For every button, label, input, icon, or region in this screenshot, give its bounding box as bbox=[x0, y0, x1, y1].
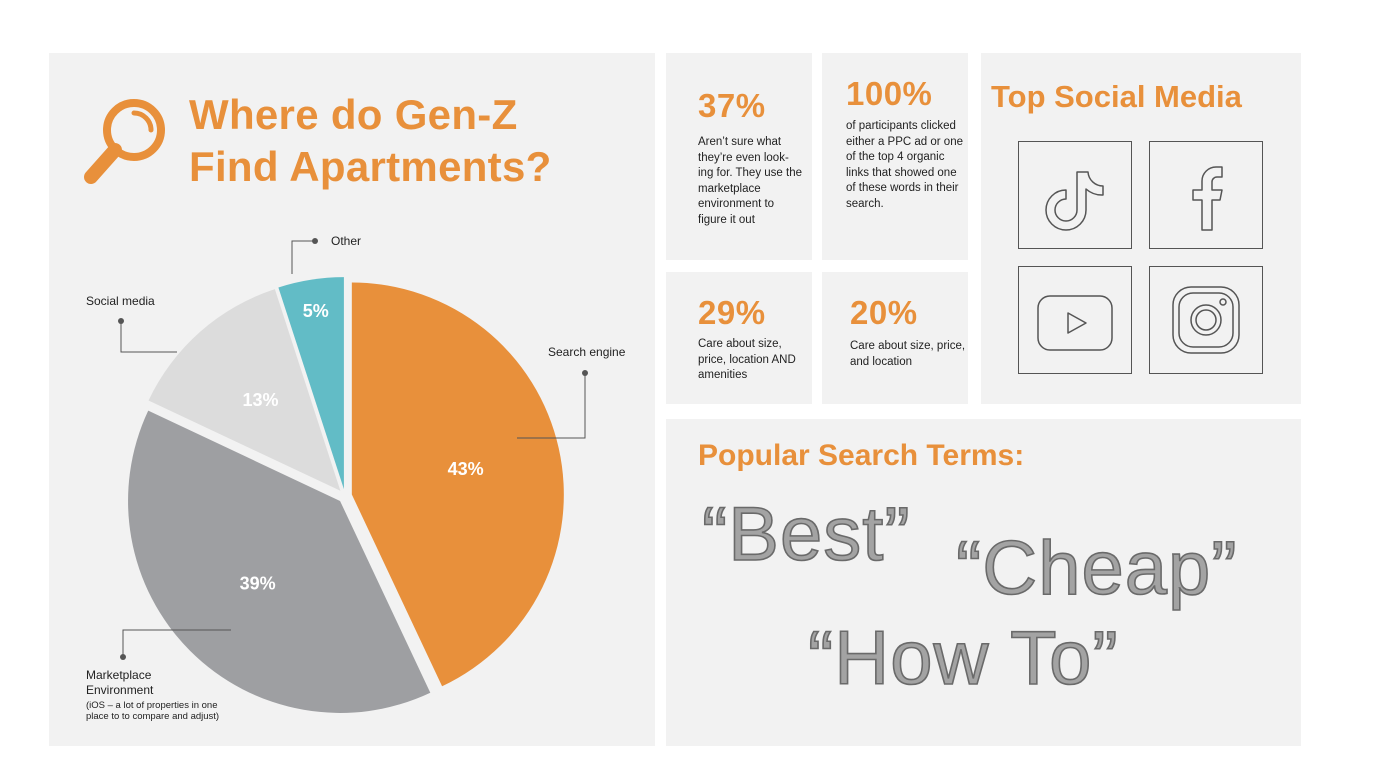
stat-value: 29% bbox=[698, 294, 766, 331]
top-social-media-panel: Top Social Media bbox=[981, 53, 1301, 404]
search-terms-title: Popular Search Terms: bbox=[698, 439, 1025, 472]
social-title: Top Social Media bbox=[991, 79, 1242, 114]
leader-line-search bbox=[517, 373, 586, 439]
stat-description: Aren’t sure what they’re even look- ing … bbox=[698, 136, 802, 226]
stat-description: Care about size, price, location AND ame… bbox=[698, 338, 796, 381]
page-title: Where do Gen-Z Find Apartments? bbox=[189, 89, 552, 193]
facebook-icon bbox=[1149, 141, 1263, 249]
legend-label-social: Social media bbox=[86, 294, 155, 308]
leader-dot bbox=[582, 370, 588, 376]
pie-slice-search-engine bbox=[351, 282, 564, 687]
pie-slice-social-media bbox=[148, 289, 341, 491]
stat-description: Care about size, price, and location bbox=[850, 340, 966, 368]
pie-label-other: 5% bbox=[303, 301, 329, 321]
stat-card-37: 37% Aren’t sure what they’re even look- … bbox=[666, 53, 812, 260]
search-term-best: “Best” bbox=[701, 491, 911, 578]
stat-value: 37% bbox=[698, 87, 766, 124]
stat-value: 100% bbox=[846, 75, 933, 112]
legend-label-market-1: Marketplace bbox=[86, 668, 152, 682]
leader-line-market bbox=[122, 629, 231, 657]
stat-description: of participants clicked either a PPC ad … bbox=[846, 120, 963, 210]
stat-card-20: 20% Care about size, price, and location bbox=[822, 272, 968, 404]
leader-line-other bbox=[291, 240, 315, 274]
youtube-icon bbox=[1018, 266, 1132, 374]
search-term-how-to: “How To” bbox=[807, 615, 1119, 702]
pie-label-social-media: 13% bbox=[242, 390, 278, 410]
leader-line-social bbox=[120, 321, 177, 353]
stat-card-100: 100% of participants clicked either a PP… bbox=[822, 53, 968, 260]
pie-label-search-engine: 43% bbox=[448, 459, 484, 479]
pie-label-marketplace: 39% bbox=[240, 573, 276, 593]
stat-card-29: 29% Care about size, price, location AND… bbox=[666, 272, 812, 404]
legend-label-search: Search engine bbox=[548, 345, 626, 359]
search-term-cheap: “Cheap” bbox=[955, 525, 1238, 612]
pie-slice-marketplace bbox=[128, 410, 431, 713]
legend-label-market-2: Environment bbox=[86, 683, 154, 697]
leader-dot bbox=[118, 318, 124, 324]
stat-value: 20% bbox=[850, 294, 918, 331]
pie-chart-panel: Where do Gen-Z Find Apartments? 43% 39% 13… bbox=[49, 53, 655, 746]
legend-note-market-2: place to to compare and adjust) bbox=[86, 711, 219, 722]
leader-dot bbox=[312, 238, 318, 244]
tiktok-icon bbox=[1018, 141, 1132, 249]
instagram-icon bbox=[1149, 266, 1263, 374]
leader-dot bbox=[120, 654, 126, 660]
popular-search-terms-panel: Popular Search Terms: “Best” “Cheap” “Ho… bbox=[666, 419, 1301, 746]
pie-slice-other bbox=[278, 277, 344, 490]
pie-chart: 43% 39% 13% 5% Other Social media Search en… bbox=[86, 234, 626, 722]
title-line-1: Where do Gen-Z bbox=[189, 91, 518, 138]
legend-label-other: Other bbox=[331, 234, 361, 248]
legend-note-market-1: (iOS – a lot of properties in one bbox=[86, 700, 218, 711]
title-line-2: Find Apartments? bbox=[189, 143, 552, 190]
magnifying-glass-icon bbox=[84, 99, 165, 184]
